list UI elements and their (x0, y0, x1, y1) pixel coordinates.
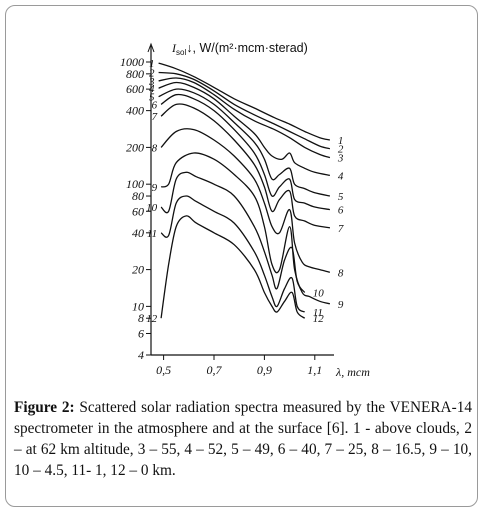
y-axis-label: Isol↓, W/(m²·mcm·sterad) (171, 41, 308, 57)
y-tick-label: 80 (132, 189, 144, 203)
curve-1 (158, 62, 331, 141)
x-tick-label: 0,5 (156, 363, 171, 377)
curve-label-right-2: 2 (338, 144, 344, 156)
curve-label-right-9: 9 (338, 299, 344, 311)
curve-label-left-1: 1 (149, 58, 155, 70)
curve-label-right-8: 8 (338, 267, 344, 279)
curve-label-right-10: 10 (313, 287, 325, 299)
curve-label-left-10: 10 (146, 202, 158, 214)
curve-9 (160, 152, 331, 305)
curve-4 (158, 81, 331, 177)
curve-3 (158, 77, 331, 159)
curve-label-left-9: 9 (152, 182, 158, 194)
spectra-curves (158, 62, 331, 319)
y-axis-symbol: I (171, 41, 177, 55)
y-tick-label: 40 (132, 226, 144, 240)
curve-label-left-6: 6 (152, 99, 158, 111)
curve-label-left-4: 4 (149, 83, 155, 95)
y-axis-arrow (147, 42, 155, 53)
curve-7 (160, 103, 331, 229)
curve-label-right-7: 7 (338, 223, 344, 235)
curve-label-left-5: 5 (149, 92, 155, 104)
curve-5 (158, 88, 331, 197)
curve-label-right-6: 6 (338, 205, 344, 217)
curve-label-left-8: 8 (152, 142, 158, 154)
curve-label-left-12: 12 (146, 313, 158, 325)
curve-label-left-3: 3 (148, 76, 155, 88)
curve-12 (160, 215, 306, 319)
y-tick-label: 60 (132, 204, 144, 218)
y-tick-label: 100 (126, 177, 144, 191)
x-tick-label: 0,9 (257, 363, 272, 377)
curve-label-right-4: 4 (338, 170, 344, 182)
y-tick-label: 1000 (120, 55, 144, 69)
curve-label-right-11: 11 (313, 307, 323, 319)
curve-label-left-11: 11 (147, 228, 157, 240)
caption-label: Figure 2: (14, 399, 75, 416)
curve-11 (160, 195, 306, 313)
curve-2 (158, 71, 331, 150)
y-tick-label: 6 (138, 326, 144, 340)
curve-10 (160, 171, 306, 293)
y-tick-label: 10 (132, 299, 144, 313)
curve-6 (160, 93, 331, 211)
y-axis-arrow: ↓, (186, 41, 196, 55)
y-tick-label: 4 (138, 348, 144, 362)
figure-caption: Figure 2: Scattered solar radiation spec… (14, 397, 472, 481)
y-tick-label: 200 (126, 140, 144, 154)
y-tick-label: 600 (126, 82, 144, 96)
y-tick-label: 400 (126, 104, 144, 118)
x-tick-label: 0,7 (207, 363, 223, 377)
curve-label-right-1: 1 (338, 135, 344, 147)
y-tick-label: 8 (138, 311, 144, 325)
caption-text: Scattered solar radiation spectra measur… (14, 399, 472, 479)
x-tick-label: 1,1 (307, 363, 322, 377)
y-tick-label: 800 (126, 67, 144, 81)
x-axis-label: λ, mcm (335, 365, 370, 379)
curve-label-right-5: 5 (338, 191, 344, 203)
curve-label-right-3: 3 (337, 153, 344, 165)
curve-label-left-2: 2 (149, 68, 155, 80)
curve-8 (160, 128, 331, 273)
y-tick-label: 20 (132, 263, 144, 277)
y-axis-units: W/(m²·mcm·sterad) (199, 41, 307, 55)
y-axis-subscript: sol (176, 48, 186, 57)
curve-label-right-12: 12 (313, 313, 325, 325)
curve-label-left-7: 7 (152, 111, 158, 123)
figure-frame (5, 5, 478, 507)
